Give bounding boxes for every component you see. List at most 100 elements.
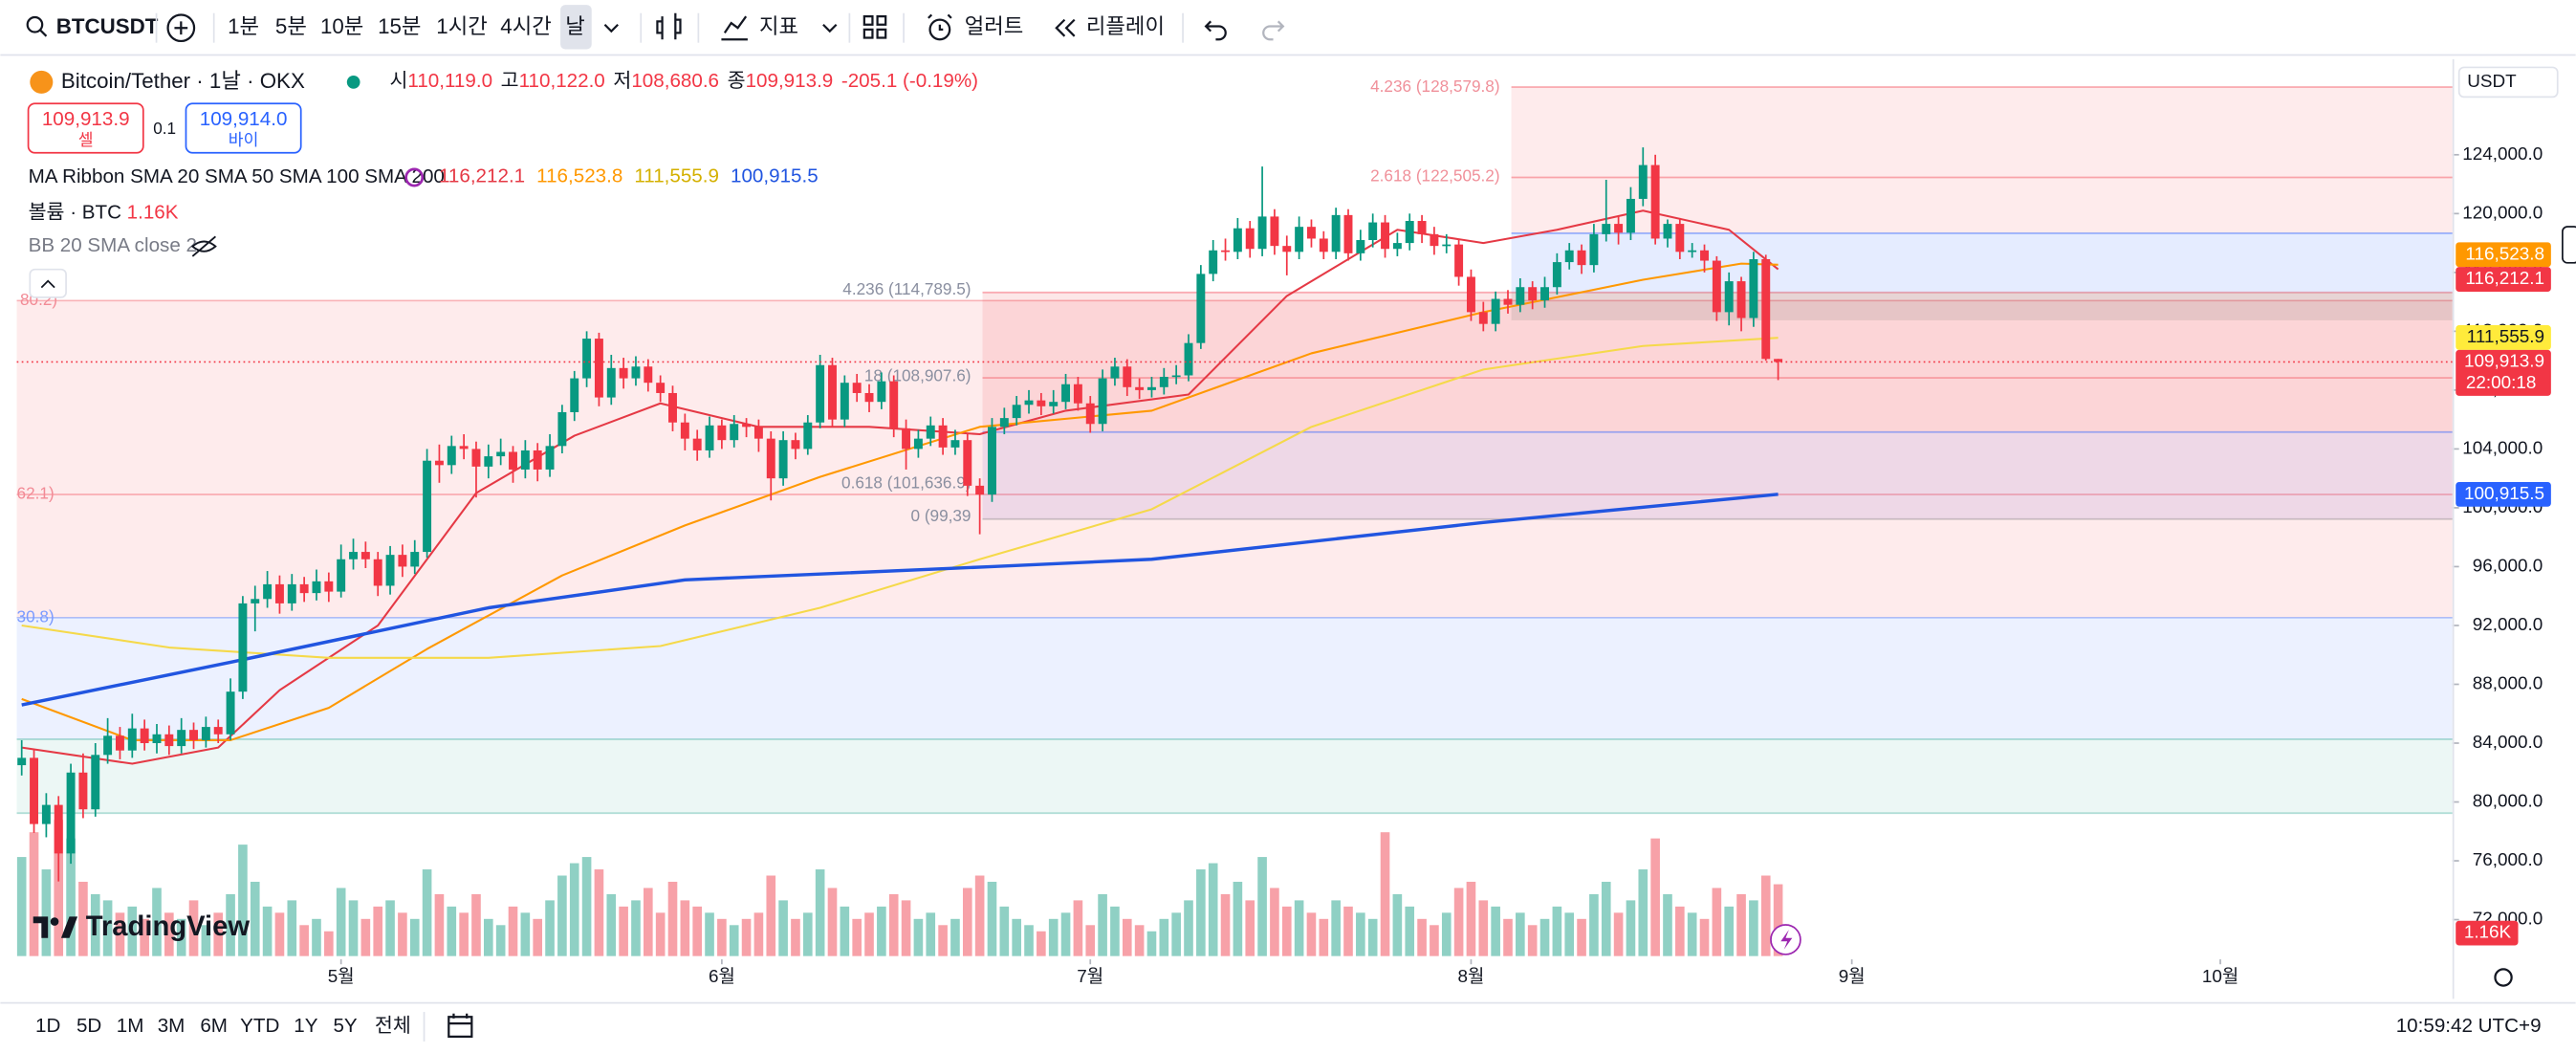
volume-bar (999, 906, 1010, 956)
zone-label: 30.8) (17, 606, 55, 625)
search-icon[interactable] (26, 15, 44, 33)
volume-bar (324, 931, 334, 956)
indicator-icon[interactable] (721, 15, 748, 41)
candle-body (263, 583, 273, 600)
volume-bar (250, 881, 260, 956)
replay-icon[interactable] (1055, 18, 1076, 37)
buy-button[interactable] (185, 102, 302, 154)
redo[interactable] (1262, 20, 1285, 41)
add-symbol[interactable] (166, 13, 196, 43)
ohlc: 시110,119.0 고110,122.0 저108,680.6 종109,913.9… (389, 70, 978, 92)
candle-body (950, 440, 960, 448)
candle-body (1209, 250, 1218, 274)
candle-body (1392, 243, 1402, 250)
ohlc-label: 저 (613, 70, 631, 92)
volume-bar (581, 857, 592, 956)
volume-bar (1110, 906, 1120, 956)
candle-body (864, 392, 874, 403)
interval[interactable]: 1분 (228, 14, 259, 38)
indicators-button[interactable]: 지표 (759, 14, 798, 38)
fib-label: 0.618 (101,636.9) (841, 472, 971, 492)
interval[interactable]: 날 (565, 14, 585, 38)
candle-body (434, 460, 444, 466)
candle-body (717, 425, 727, 441)
layout-icon[interactable] (862, 15, 887, 39)
candle-body (852, 383, 862, 393)
candle-body (1626, 198, 1635, 233)
volume-bar (495, 925, 506, 956)
side-handle[interactable] (2562, 226, 2576, 264)
candle-body (730, 424, 739, 441)
volume-bar (213, 912, 224, 956)
hide-icon[interactable] (190, 235, 217, 257)
ma-icon[interactable] (404, 167, 425, 187)
volume-bar (1392, 893, 1403, 956)
chart-type-icon[interactable] (656, 12, 682, 40)
interval[interactable]: 15분 (378, 14, 421, 38)
candle-body (78, 772, 88, 810)
volume-bar (1098, 893, 1107, 956)
zone (1511, 87, 2453, 233)
candle-body (447, 446, 456, 466)
candle-body (803, 422, 813, 450)
ma-name: MA Ribbon SMA 20 SMA 50 SMA 100 SMA 200 (29, 165, 445, 187)
candle-body (238, 603, 248, 692)
volume-bar (188, 900, 199, 956)
volume-bar (778, 900, 788, 956)
sell-button[interactable] (27, 102, 144, 154)
range[interactable]: 1M (117, 1015, 144, 1037)
fib-label: 0 (99,39 (911, 506, 971, 525)
collapse-button[interactable] (29, 268, 67, 298)
ohlc-label: 고 (501, 70, 519, 92)
alert-icon[interactable] (928, 18, 951, 41)
volume-bar (791, 918, 800, 956)
volume-bar (1491, 906, 1500, 956)
candle-body (1024, 400, 1034, 406)
volume-bar (348, 900, 359, 956)
volume-bar (1171, 912, 1181, 956)
zone (1511, 292, 2453, 320)
candle-body (1700, 250, 1709, 261)
zone (16, 617, 2453, 739)
volume-bar (1281, 906, 1292, 956)
symbol[interactable]: BTCUSDT (56, 14, 159, 38)
candle-body (1712, 260, 1721, 313)
replay-button[interactable]: 리플레이 (1086, 14, 1165, 38)
interval[interactable]: 4시간 (500, 14, 551, 38)
sell-label: 셀 (78, 130, 94, 149)
volume-bar (1220, 893, 1231, 956)
range[interactable]: 5D (76, 1015, 101, 1037)
range[interactable]: 1D (35, 1015, 60, 1037)
candle-body (975, 485, 985, 495)
candle-body (705, 425, 714, 450)
interval[interactable]: 5분 (275, 14, 307, 38)
volume-bar (127, 906, 138, 956)
legend-title: Bitcoin/Tether · 1날 · OKX (61, 69, 305, 93)
undo[interactable] (1204, 20, 1227, 41)
currency-box[interactable] (2457, 66, 2559, 99)
range[interactable]: 전체 (375, 1015, 411, 1037)
range[interactable]: YTD (240, 1015, 279, 1037)
interval-menu[interactable] (603, 23, 619, 33)
volume-bar (1650, 838, 1660, 956)
ma-value: 116,523.8 (536, 165, 622, 187)
range[interactable]: 1Y (294, 1015, 317, 1037)
fib-label: 4.236 (128,579.8) (1370, 77, 1499, 96)
volume-bar (54, 820, 64, 956)
interval[interactable]: 10분 (320, 14, 363, 38)
volume-bar (1601, 881, 1611, 956)
range[interactable]: 5Y (333, 1015, 357, 1037)
candle-body (324, 581, 334, 592)
candle-body (766, 438, 775, 479)
volume-bar (1687, 912, 1697, 956)
alert-button[interactable]: 얼러트 (965, 14, 1024, 38)
ma-line (21, 337, 1779, 659)
range[interactable]: 3M (158, 1015, 186, 1037)
interval[interactable]: 1시간 (436, 14, 487, 38)
range[interactable]: 6M (200, 1015, 228, 1037)
indicator-menu[interactable] (822, 23, 838, 33)
settings[interactable] (2494, 968, 2513, 987)
volume-bar (619, 906, 628, 956)
date-range-icon[interactable] (448, 1013, 473, 1038)
